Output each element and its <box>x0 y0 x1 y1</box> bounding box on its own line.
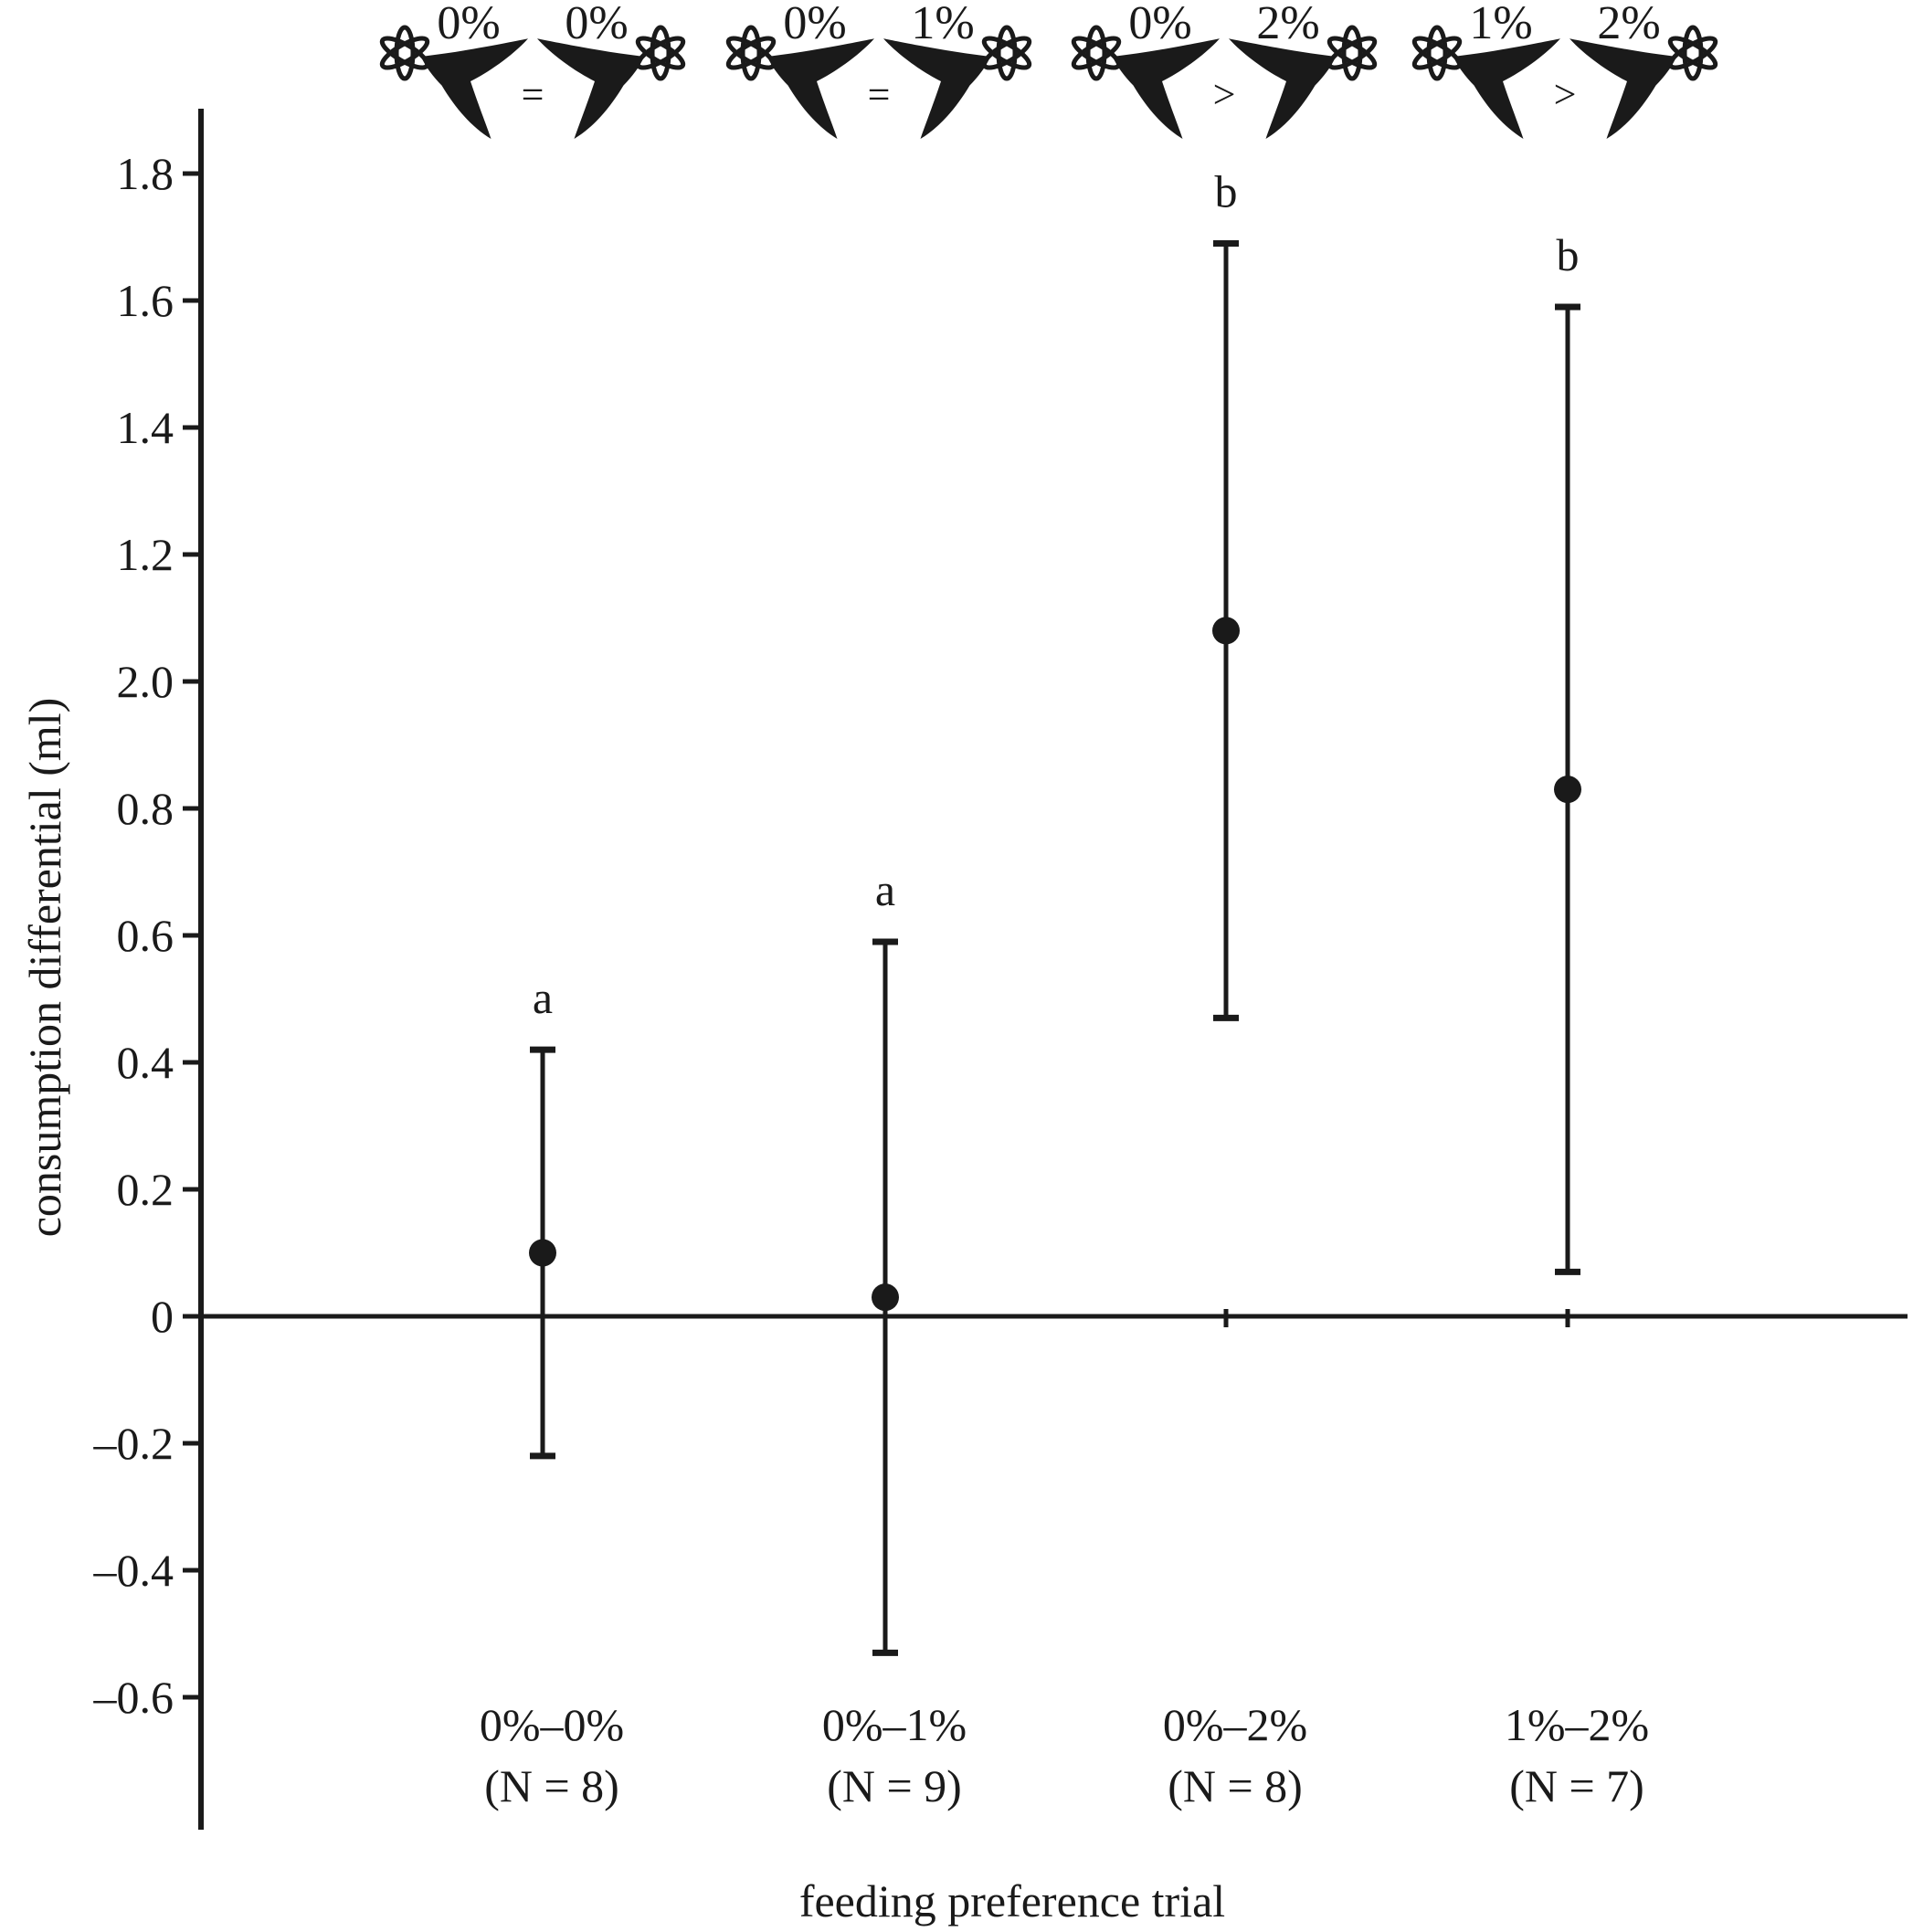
right-concentration: 0% <box>565 0 628 49</box>
hummingbird-icon <box>537 38 644 140</box>
flower-icon <box>981 25 1032 81</box>
preference-comparison: > <box>1213 72 1236 117</box>
y-tick-label: –0.4 <box>93 1545 174 1596</box>
y-tick-label: –0.2 <box>93 1418 174 1469</box>
preference-comparison: > <box>1554 72 1577 117</box>
left-concentration: 0% <box>437 0 500 49</box>
hummingbird-icon <box>1229 38 1336 140</box>
y-ticks: 1.8 1.6 1.4 1.2 2.0 0.8 0.6 0.4 0.2 0 –0.2 –0.4 –0.6 <box>93 148 204 1723</box>
preference-comparison: = <box>522 72 544 117</box>
trial-icon-2: 0% 2% > <box>1071 0 1378 140</box>
flower-icon <box>1326 25 1378 81</box>
right-concentration: 2% <box>1597 0 1660 49</box>
hummingbird-icon <box>1570 38 1676 140</box>
significance-letter: b <box>1215 165 1238 216</box>
hummingbird-icon <box>1113 38 1220 140</box>
hummingbird-icon <box>1453 38 1560 140</box>
mean-point <box>1212 617 1240 645</box>
significance-letter: a <box>875 864 895 915</box>
y-tick-label: 1.2 <box>117 529 174 580</box>
hummingbird-icon <box>767 38 874 140</box>
y-tick-label: 0.8 <box>117 783 174 834</box>
flower-icon <box>635 25 686 81</box>
left-concentration: 0% <box>783 0 846 49</box>
n-label: (N = 9) <box>827 1760 962 1811</box>
mean-point <box>872 1283 899 1312</box>
data-marks: a0%–0%(N = 8)a0%–1%(N = 9)b0%–2%(N = 8)b… <box>480 165 1649 1811</box>
y-tick-label: 1.6 <box>117 275 174 326</box>
flower-icon <box>1411 25 1463 81</box>
y-tick-label: 0.4 <box>117 1037 174 1088</box>
n-label: (N = 8) <box>484 1760 619 1811</box>
category-label: 0%–2% <box>1163 1699 1307 1750</box>
category-1: a 0%–1% (N = 9) <box>822 864 967 1811</box>
left-concentration: 0% <box>1128 0 1191 49</box>
significance-letter: b <box>1557 229 1580 280</box>
y-tick-label: 1.4 <box>117 402 174 453</box>
y-tick-label: –0.6 <box>93 1672 174 1723</box>
flower-icon <box>1071 25 1122 81</box>
category-label: 0%–1% <box>822 1699 967 1750</box>
left-concentration: 1% <box>1469 0 1532 49</box>
right-concentration: 2% <box>1256 0 1319 49</box>
y-tick-label: 0 <box>151 1291 174 1342</box>
y-tick-label: 0.2 <box>117 1164 174 1215</box>
right-concentration: 1% <box>911 0 974 49</box>
y-tick-label: 0.6 <box>117 910 174 961</box>
category-0: a 0%–0% (N = 8) <box>480 972 624 1811</box>
preference-comparison: = <box>868 72 891 117</box>
category-label: 1%–2% <box>1505 1699 1649 1750</box>
trial-icons: 0% 0% = 0% 1% = 0% 2% >1% 2% > <box>379 0 1718 140</box>
y-tick-label: 2.0 <box>117 656 174 707</box>
n-label: (N = 8) <box>1168 1760 1303 1811</box>
n-label: (N = 7) <box>1509 1760 1644 1811</box>
flower-icon <box>1667 25 1718 81</box>
category-3: b 1%–2% (N = 7) <box>1505 229 1649 1811</box>
mean-point <box>529 1239 556 1267</box>
category-label: 0%–0% <box>480 1699 624 1750</box>
flower-icon <box>725 25 777 81</box>
significance-letter: a <box>533 972 553 1023</box>
trial-icon-3: 1% 2% > <box>1411 0 1718 140</box>
flower-icon <box>379 25 430 81</box>
x-axis-label: feeding preference trial <box>799 1875 1225 1927</box>
mean-point <box>1554 776 1581 804</box>
y-tick-label: 1.8 <box>117 148 174 199</box>
y-axis-label: consumption differential (ml) <box>19 698 70 1238</box>
hummingbird-icon <box>883 38 990 140</box>
hummingbird-icon <box>421 38 528 140</box>
trial-icon-0: 0% 0% = <box>379 0 686 140</box>
category-2: b 0%–2% (N = 8) <box>1163 165 1307 1811</box>
trial-icon-1: 0% 1% = <box>725 0 1032 140</box>
